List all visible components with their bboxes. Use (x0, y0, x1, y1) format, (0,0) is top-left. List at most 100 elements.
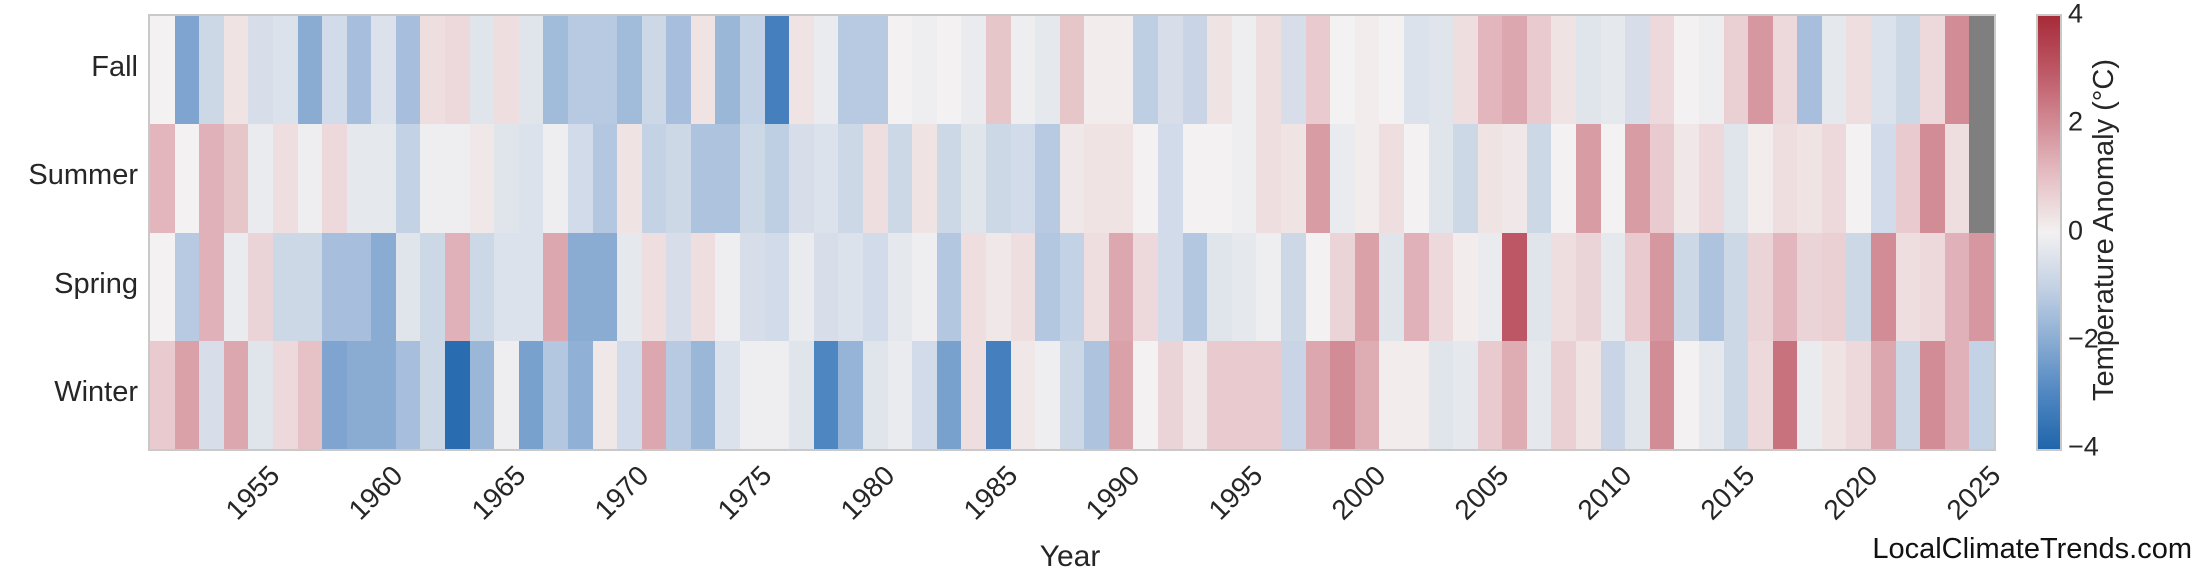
heatmap-cell (1428, 340, 1454, 449)
heatmap-cell (1526, 16, 1552, 125)
heatmap-cell (617, 16, 642, 125)
heatmap-cell (1084, 124, 1109, 233)
x-axis-title: Year (1039, 540, 1101, 573)
heatmap-cell (1084, 340, 1109, 449)
heatmap-cell (1256, 124, 1281, 233)
heatmap-cell (715, 16, 741, 125)
heatmap-cell (863, 124, 888, 233)
heatmap-cell (223, 124, 249, 233)
heatmap-cell (1084, 232, 1109, 341)
heatmap-cell (1133, 124, 1159, 233)
heatmap-cell (248, 16, 273, 125)
x-tick-label-1980: 1980 (834, 459, 901, 526)
heatmap-cell (1403, 340, 1429, 449)
heatmap-cell (592, 16, 618, 125)
heatmap-cell (1576, 340, 1601, 449)
heatmap-cell (641, 124, 667, 233)
heatmap-cell (1625, 340, 1650, 449)
heatmap-cell (1256, 16, 1281, 125)
heatmap-cell (1797, 16, 1822, 125)
heatmap-cell (1797, 232, 1822, 341)
heatmap-cell (445, 124, 470, 233)
heatmap-cell (1649, 340, 1675, 449)
heatmap-cell (445, 232, 470, 341)
heatmap-cell (1920, 124, 1945, 233)
heatmap-cell (1600, 16, 1626, 125)
heatmap-cell (1256, 340, 1281, 449)
heatmap-cell (1133, 16, 1159, 125)
heatmap-cell (1280, 16, 1306, 125)
heatmap-cell (469, 124, 495, 233)
heatmap-cell (1477, 340, 1503, 449)
heatmap-cell (322, 16, 347, 125)
heatmap-cell (1969, 16, 1994, 125)
heatmap-cell (346, 124, 372, 233)
x-tick-label-1985: 1985 (957, 459, 1024, 526)
heatmap-cell (297, 340, 323, 449)
heatmap-cell (1010, 232, 1036, 341)
x-tick-label-2020: 2020 (1817, 459, 1884, 526)
heatmap-cell (838, 124, 863, 233)
heatmap-cell (272, 340, 298, 449)
heatmap-cell (789, 124, 814, 233)
heatmap-cell (1797, 340, 1822, 449)
heatmap-cell (174, 124, 200, 233)
heatmap-cell (1059, 16, 1085, 125)
heatmap-cell (1207, 16, 1232, 125)
heatmap-cell (567, 340, 593, 449)
heatmap-cell (690, 340, 716, 449)
heatmap-cell (985, 124, 1011, 233)
heatmap-cell (1846, 16, 1872, 125)
heatmap-cell (1010, 16, 1036, 125)
heatmap-cell (961, 16, 986, 125)
heatmap-cell (1674, 16, 1699, 125)
heatmap-cell (395, 124, 421, 233)
heatmap-cell (1821, 232, 1847, 341)
heatmap-cell (1748, 124, 1773, 233)
heatmap-cell (1231, 232, 1257, 341)
heatmap-cell (1502, 124, 1527, 233)
heatmap-cell (1674, 124, 1699, 233)
heatmap-cell (1871, 16, 1896, 125)
heatmap-cell (1182, 232, 1208, 341)
heatmap-cell (887, 232, 913, 341)
heatmap-cell (1231, 16, 1257, 125)
heatmap-cell (395, 340, 421, 449)
heatmap-cell (1871, 124, 1896, 233)
heatmap-cell (1944, 16, 1970, 125)
heatmap-cell (936, 340, 962, 449)
heatmap-cell (1772, 124, 1798, 233)
heatmap-cell (1969, 232, 1994, 341)
heatmap-cell (174, 232, 200, 341)
heatmap-cell (1428, 124, 1454, 233)
heatmap-cell (272, 16, 298, 125)
heatmap-cell (1403, 232, 1429, 341)
heatmap-cell (1600, 340, 1626, 449)
heatmap-cell (1772, 16, 1798, 125)
heatmap-cell (666, 124, 691, 233)
row-label-fall: Fall (91, 51, 138, 83)
heatmap-cell (1748, 232, 1773, 341)
heatmap-cell (248, 340, 273, 449)
colorbar-tick-4: 4 (2068, 0, 2084, 29)
heatmap-cell (740, 124, 765, 233)
heatmap-cell (764, 340, 790, 449)
heatmap-cell (740, 16, 765, 125)
heatmap-cell (1158, 232, 1183, 341)
heatmap-cell (592, 232, 618, 341)
heatmap-cell (961, 340, 986, 449)
heatmap-cell (1698, 16, 1724, 125)
heatmap-cell (1354, 124, 1380, 233)
x-tick-label-1955: 1955 (219, 459, 286, 526)
heatmap-cell (1207, 232, 1232, 341)
heatmap-cell (1748, 16, 1773, 125)
heatmap-cell (1526, 340, 1552, 449)
heatmap-cell (494, 16, 519, 125)
heatmap-cell (1600, 232, 1626, 341)
heatmap-cell (346, 232, 372, 341)
heatmap-cell (887, 124, 913, 233)
heatmap-cell (912, 340, 937, 449)
heatmap-cell (789, 232, 814, 341)
heatmap-cell (469, 16, 495, 125)
